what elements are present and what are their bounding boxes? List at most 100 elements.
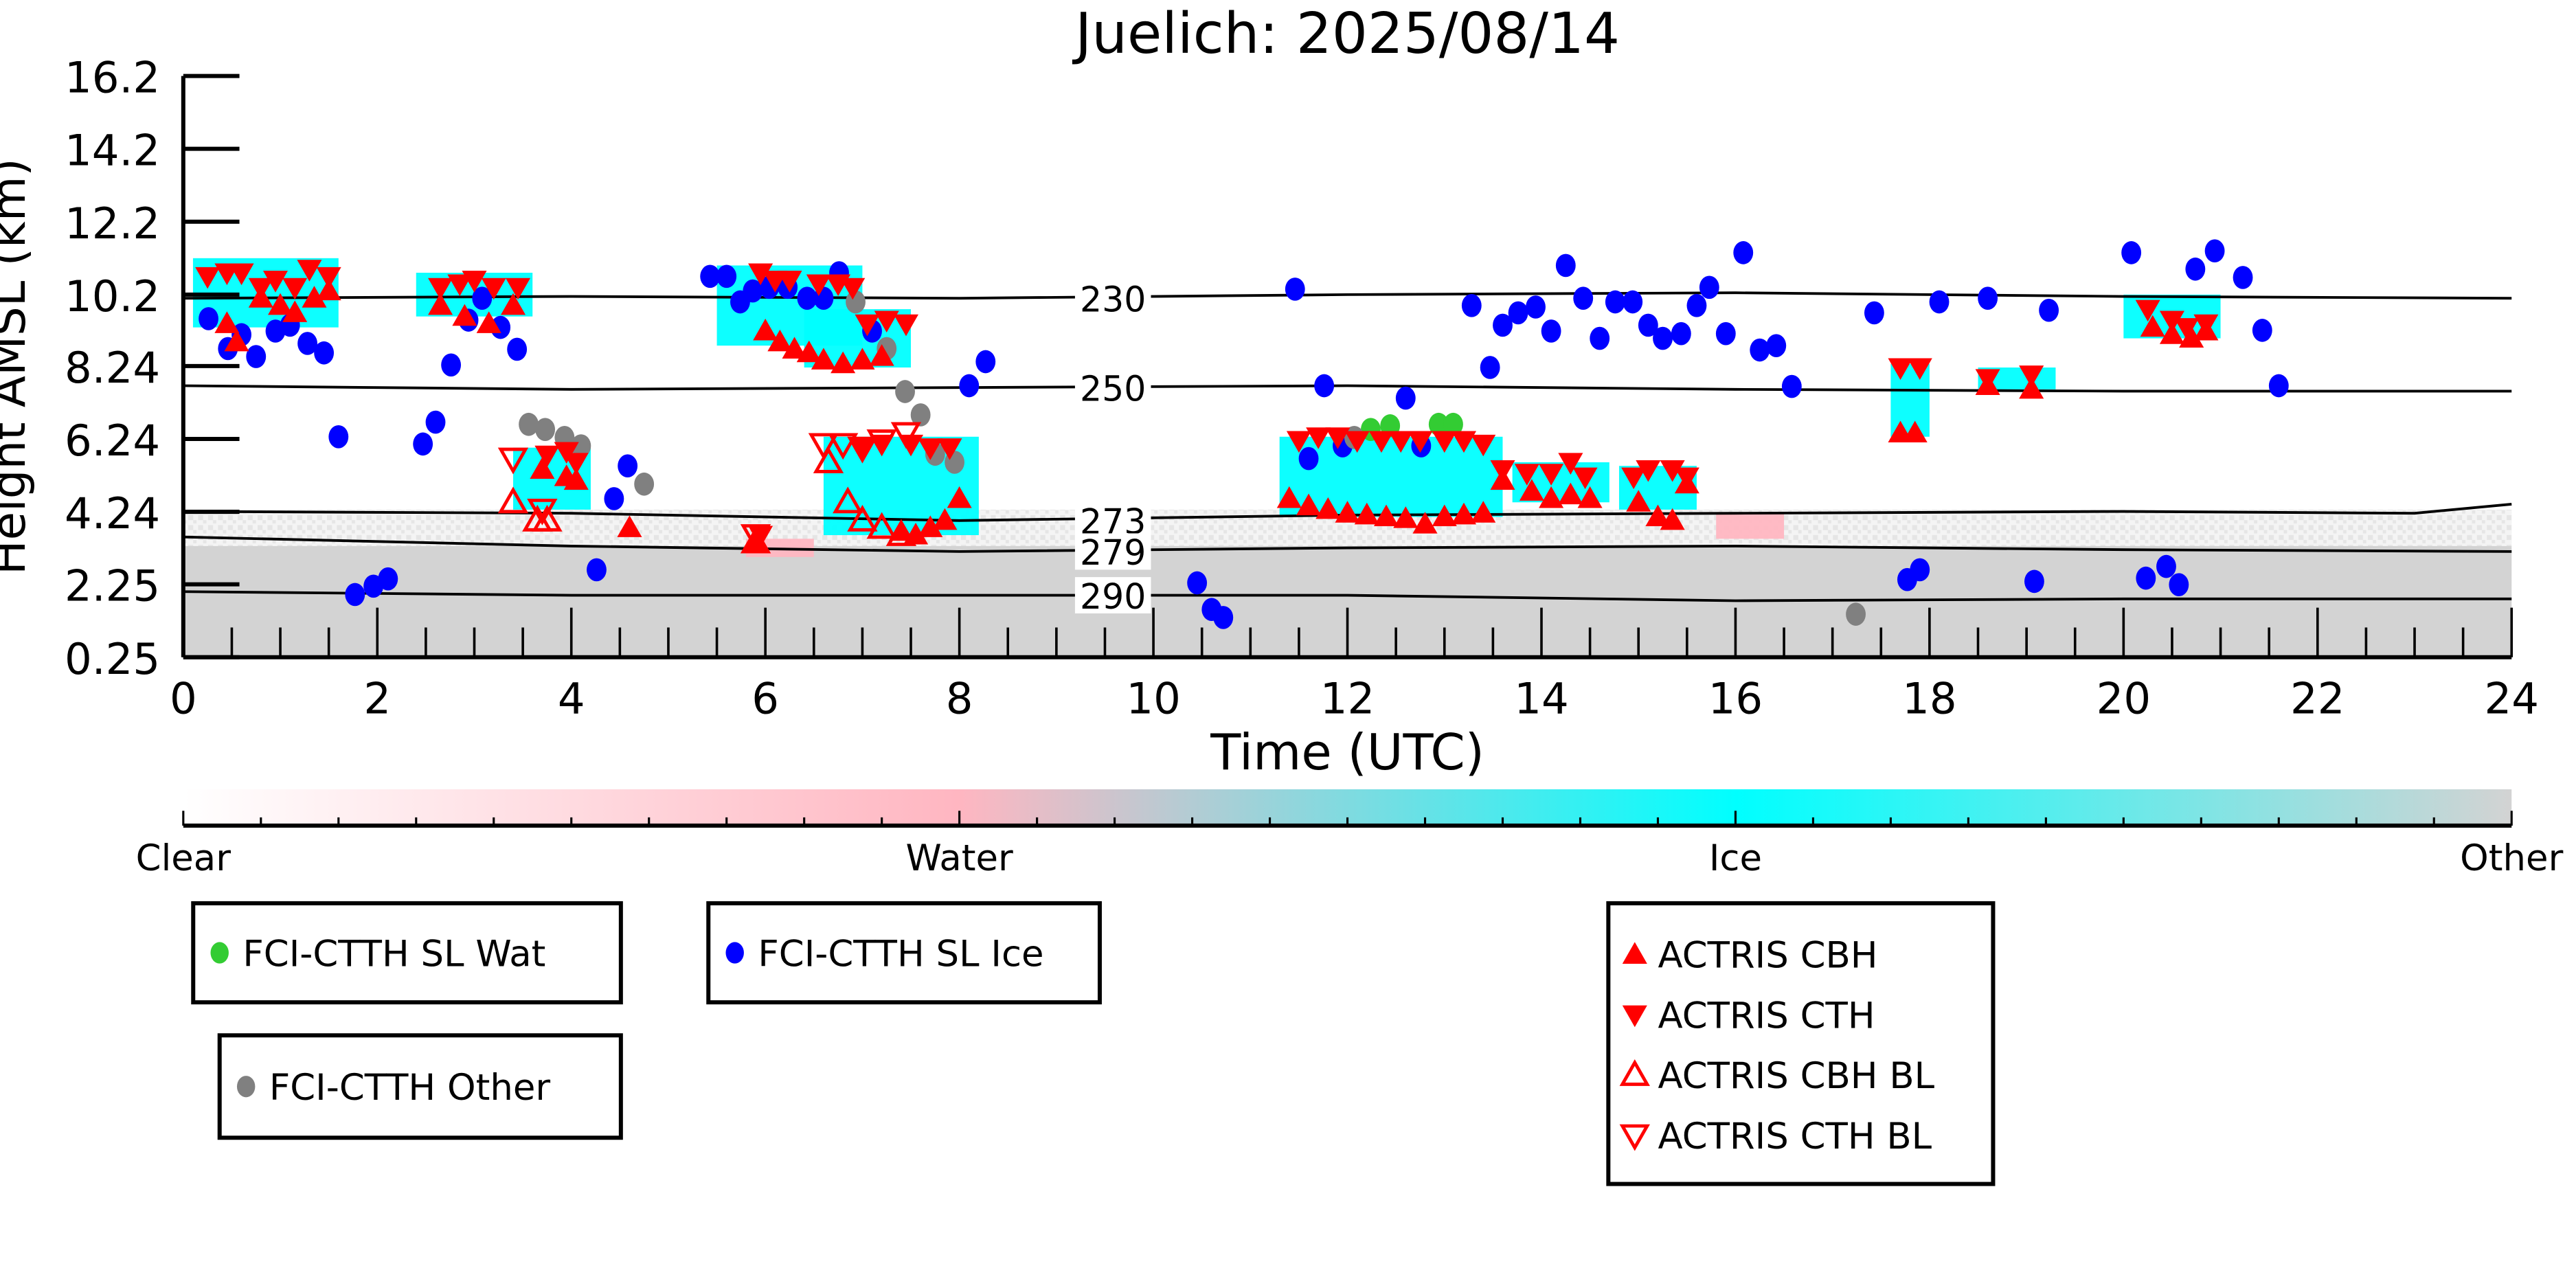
data-point: [571, 434, 591, 457]
x-tick-label: 20: [2097, 673, 2151, 723]
cloud-region-water: [1716, 513, 1785, 539]
data-point: [806, 274, 831, 296]
series-actris-cth-bl: [497, 422, 922, 551]
data-point: [1645, 504, 1671, 527]
data-point: [700, 264, 721, 289]
data-point: [2268, 374, 2289, 398]
data-point: [918, 515, 943, 537]
data-point: [918, 438, 943, 460]
y-tick-label: 12.2: [65, 199, 160, 249]
data-point: [1388, 431, 1414, 453]
data-point: [1451, 431, 1477, 453]
data-point: [1335, 501, 1360, 523]
isotherm-label-bg: [1074, 369, 1151, 406]
data-point: [490, 315, 511, 339]
data-point: [282, 278, 308, 300]
data-point: [1539, 464, 1564, 486]
data-point: [1555, 253, 1576, 278]
data-point: [413, 432, 433, 456]
data-point: [1395, 386, 1416, 410]
data-point: [740, 526, 771, 554]
data-point: [959, 374, 980, 398]
data-point: [2019, 376, 2044, 399]
data-point: [1558, 482, 1583, 505]
data-point: [1354, 502, 1379, 525]
data-point: [910, 403, 931, 427]
x-tick-label: 14: [1514, 673, 1569, 723]
data-point: [2252, 319, 2272, 342]
x-tick-label: 6: [752, 673, 779, 723]
data-point: [345, 583, 365, 607]
data-point: [1325, 427, 1351, 449]
data-point: [827, 433, 859, 460]
data-point: [947, 486, 972, 508]
data-point: [1315, 497, 1341, 519]
y-tick-label: 14.2: [65, 126, 160, 176]
data-point: [1374, 504, 1399, 527]
legend-marker: [1619, 1124, 1650, 1151]
data-point: [1451, 502, 1477, 525]
y-tick-label: 2.25: [65, 561, 160, 611]
data-point: [452, 304, 477, 326]
legend-box: FCI-CTTH SL Wat: [191, 901, 623, 1005]
data-point: [1621, 467, 1647, 490]
legend-marker: [725, 942, 744, 964]
chart-title: Juelich: 2025/08/14: [1072, 1, 1620, 67]
data-point: [1408, 431, 1433, 453]
data-point: [740, 524, 771, 551]
data-point: [1480, 356, 1500, 379]
legend-label: FCI-CTTH SL Wat: [242, 933, 545, 975]
data-point: [767, 329, 793, 352]
data-point: [530, 457, 555, 479]
isotherm-line: [183, 291, 2512, 300]
data-point: [1276, 486, 1302, 508]
data-point: [1715, 321, 1736, 346]
data-point: [282, 300, 308, 322]
data-point: [847, 504, 878, 532]
data-point: [1514, 464, 1539, 486]
isotherm-label-bg: [1074, 577, 1151, 613]
data-point: [618, 454, 638, 478]
data-point: [1699, 275, 1719, 300]
data-point: [199, 307, 218, 330]
data-point: [1910, 558, 1930, 582]
data-point: [1638, 313, 1658, 337]
data-point: [808, 433, 839, 460]
data-point: [2136, 566, 2156, 590]
data-point: [890, 422, 922, 449]
isotherm-label: 250: [1080, 368, 1146, 409]
x-axis-label: Time (UTC): [1210, 724, 1484, 782]
data-point: [507, 337, 528, 361]
data-point: [1286, 431, 1311, 453]
data-point: [1187, 571, 1208, 595]
data-point: [428, 293, 453, 315]
data-point: [2169, 573, 2189, 596]
data-point: [229, 263, 254, 286]
x-tick-label: 24: [2484, 673, 2539, 723]
data-point: [1432, 504, 1457, 527]
data-point: [777, 271, 802, 293]
data-point: [2039, 298, 2059, 322]
data-point: [506, 278, 531, 300]
data-point: [535, 418, 556, 441]
x-tick-label: 12: [1320, 673, 1375, 723]
data-point: [316, 278, 341, 301]
legend-frame: [217, 1033, 623, 1140]
data-point: [937, 438, 962, 460]
data-point: [1558, 453, 1583, 475]
data-point: [866, 512, 897, 539]
data-point: [497, 486, 529, 514]
data-point: [1660, 508, 1685, 530]
data-point: [874, 310, 899, 333]
isotherm-line: [183, 503, 2512, 522]
data-point: [1461, 293, 1482, 317]
y-tick-label: 0.25: [65, 634, 160, 684]
legend-marker: [1622, 1005, 1647, 1028]
data-point: [246, 345, 267, 368]
data-point: [328, 425, 349, 449]
x-tick-label: 8: [946, 673, 973, 723]
data-point: [1766, 334, 1787, 357]
legend-box: FCI-CTTH Other: [217, 1033, 623, 1140]
isotherm-label-bg: [1074, 533, 1151, 570]
